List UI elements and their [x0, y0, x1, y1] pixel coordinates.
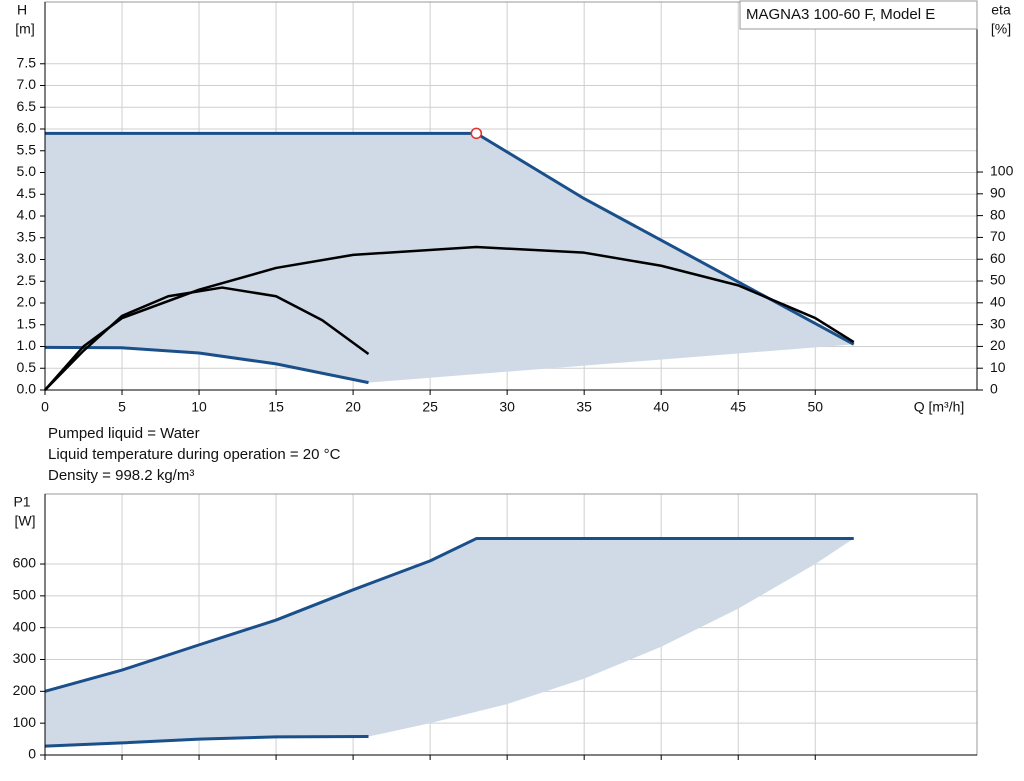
x-tick-label: 10	[191, 399, 207, 415]
area	[45, 133, 854, 383]
y-tick-label: 6.0	[17, 120, 37, 136]
y-axis-unit: [W]	[15, 513, 36, 529]
y2-tick-label: 80	[990, 206, 1006, 222]
series-line	[44, 537, 854, 693]
x-tick-label: 20	[345, 399, 361, 415]
y-tick-label: 300	[13, 650, 37, 666]
y-tick-label: 0.0	[17, 381, 37, 397]
y-tick-label: 1.0	[17, 337, 37, 353]
y-axis-label: H	[17, 2, 27, 18]
y2-tick-label: 0	[990, 381, 998, 397]
y-tick-label: 4.5	[17, 185, 37, 201]
x-tick-label: 35	[576, 399, 592, 415]
area	[45, 538, 854, 747]
series-line	[44, 286, 370, 391]
y-tick-label: 0.5	[17, 359, 37, 375]
y2-tick-label: 40	[990, 294, 1006, 310]
series-line	[45, 131, 855, 346]
x-tick-label: 25	[422, 399, 438, 415]
y-tick-label: 600	[13, 555, 37, 571]
y-axis-unit: [m]	[15, 21, 34, 37]
y2-axis-unit: [%]	[991, 21, 1011, 37]
y-tick-label: 5.0	[17, 163, 37, 179]
y-tick-label: 200	[13, 682, 37, 698]
y-tick-label: 100	[13, 714, 37, 730]
series-line	[44, 345, 369, 385]
duty-point	[470, 127, 483, 140]
y-tick-label: 3.0	[17, 250, 37, 266]
chart-title: MAGNA3 100-60 F, Model E	[746, 6, 935, 23]
y-tick-label: 5.5	[17, 141, 37, 157]
x-axis-label: Q [m³/h]	[914, 399, 965, 415]
y-tick-label: 400	[13, 618, 37, 634]
x-tick-label: 45	[730, 399, 746, 415]
note: Pumped liquid = Water	[48, 425, 200, 442]
y-tick-label: 2.0	[17, 294, 37, 310]
note: Density = 998.2 kg/m³	[48, 467, 194, 484]
y2-axis-label: eta	[991, 2, 1011, 18]
y2-tick-label: 90	[990, 185, 1006, 201]
y-axis-label: P1	[13, 494, 30, 510]
y-tick-label: 7.0	[17, 76, 37, 92]
y2-tick-label: 60	[990, 250, 1006, 266]
x-tick-label: 30	[499, 399, 515, 415]
x-tick-label: 40	[653, 399, 669, 415]
y2-tick-label: 20	[990, 337, 1006, 353]
y-tick-label: 500	[13, 587, 37, 603]
y-tick-label: 7.5	[17, 54, 37, 70]
x-tick-label: 15	[268, 399, 284, 415]
y-tick-label: 3.5	[17, 228, 37, 244]
y-tick-label: 1.5	[17, 315, 37, 331]
note: Liquid temperature during operation = 20…	[48, 446, 341, 463]
x-tick-label: 0	[41, 399, 49, 415]
y2-tick-label: 70	[990, 228, 1006, 244]
y2-tick-label: 50	[990, 272, 1006, 288]
y2-tick-label: 100	[990, 163, 1014, 179]
y-tick-label: 6.5	[17, 98, 37, 114]
x-tick-label: 50	[807, 399, 823, 415]
title-box	[739, 0, 978, 30]
series-line	[44, 735, 369, 748]
y2-tick-label: 10	[990, 359, 1006, 375]
y2-tick-label: 30	[990, 315, 1006, 331]
y-tick-label: 2.5	[17, 272, 37, 288]
x-tick-label: 5	[118, 399, 126, 415]
y-tick-label: 0	[28, 746, 36, 762]
y-tick-label: 4.0	[17, 207, 37, 223]
